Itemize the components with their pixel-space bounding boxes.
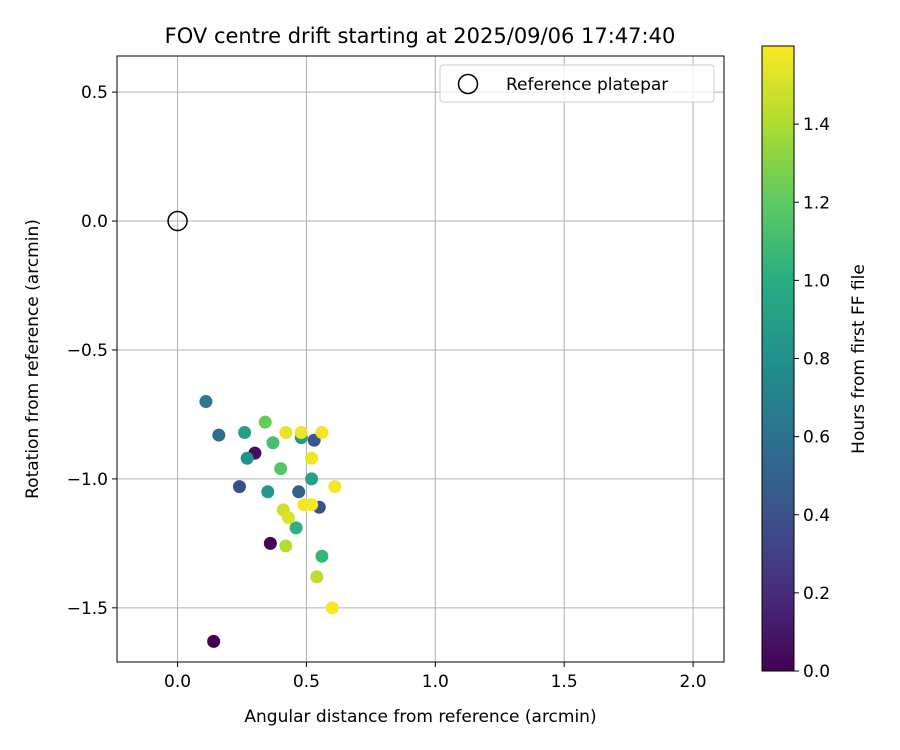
y-tick-label: −1.5 bbox=[67, 599, 108, 619]
y-tick-label: −1.0 bbox=[67, 470, 108, 490]
x-tick-label: 0.0 bbox=[164, 672, 191, 692]
legend-marker-icon bbox=[457, 73, 479, 95]
x-tick-label: 1.0 bbox=[422, 672, 449, 692]
data-point bbox=[240, 451, 254, 465]
x-axis-ticks: 0.0 0.5 1.0 1.5 2.0 bbox=[164, 662, 707, 692]
data-point bbox=[281, 511, 295, 525]
colorbar-label: Hours from first FF file bbox=[849, 264, 869, 454]
colorbar: 0.0 0.2 0.4 0.6 0.8 1.0 1.2 1.4 Hours from firs… bbox=[761, 45, 869, 682]
data-point bbox=[315, 425, 329, 439]
colorbar-tick-label: 0.2 bbox=[803, 584, 830, 604]
data-point bbox=[212, 428, 226, 442]
data-point bbox=[266, 436, 280, 450]
legend-box bbox=[439, 64, 715, 103]
y-tick-label: 0.5 bbox=[81, 83, 108, 103]
data-point bbox=[279, 539, 293, 553]
data-point bbox=[292, 485, 306, 499]
reference-platepar-marker bbox=[167, 210, 188, 232]
data-point bbox=[263, 536, 277, 550]
y-tick-label: −0.5 bbox=[67, 341, 108, 361]
colorbar-gradient bbox=[762, 46, 794, 671]
data-point bbox=[199, 395, 213, 409]
grid-lines bbox=[117, 56, 724, 662]
data-point bbox=[305, 472, 319, 486]
data-point bbox=[274, 462, 288, 476]
colorbar-tick-label: 1.0 bbox=[803, 271, 830, 291]
y-tick-label: 0.0 bbox=[81, 212, 108, 232]
y-axis-label: Rotation from reference (arcmin) bbox=[23, 219, 43, 499]
colorbar-tick-label: 1.2 bbox=[803, 193, 830, 213]
x-tick-label: 1.5 bbox=[551, 672, 578, 692]
colorbar-ticks: 0.0 0.2 0.4 0.6 0.8 1.0 1.2 1.4 bbox=[794, 115, 830, 682]
x-tick-label: 2.0 bbox=[680, 672, 707, 692]
data-point bbox=[305, 451, 319, 465]
data-point bbox=[315, 549, 329, 563]
data-point bbox=[289, 521, 303, 535]
colorbar-tick-label: 0.0 bbox=[803, 662, 830, 682]
data-point bbox=[238, 425, 252, 439]
data-point bbox=[279, 425, 293, 439]
data-point bbox=[305, 498, 319, 512]
data-point bbox=[232, 480, 246, 494]
colorbar-tick-label: 0.6 bbox=[803, 428, 830, 448]
data-point bbox=[325, 601, 339, 615]
colorbar-tick-label: 1.4 bbox=[803, 115, 830, 135]
x-axis-label: Angular distance from reference (arcmin) bbox=[244, 707, 596, 727]
plot-frame bbox=[116, 55, 725, 663]
y-axis-ticks: 0.5 0.0 −0.5 −1.0 −1.5 bbox=[67, 83, 117, 619]
data-point bbox=[258, 415, 272, 429]
data-point bbox=[310, 570, 324, 584]
data-point bbox=[294, 425, 308, 439]
colorbar-tick-label: 0.4 bbox=[803, 506, 830, 526]
colorbar-tick-label: 0.8 bbox=[803, 350, 830, 370]
x-tick-label: 0.5 bbox=[293, 672, 320, 692]
chart-title: FOV centre drift starting at 2025/09/06 … bbox=[165, 24, 676, 48]
legend: Reference platepar bbox=[439, 64, 715, 103]
data-point bbox=[207, 634, 221, 648]
data-point bbox=[328, 480, 342, 494]
data-point bbox=[261, 485, 275, 499]
data-points bbox=[167, 210, 342, 648]
legend-label: Reference platepar bbox=[506, 75, 668, 95]
